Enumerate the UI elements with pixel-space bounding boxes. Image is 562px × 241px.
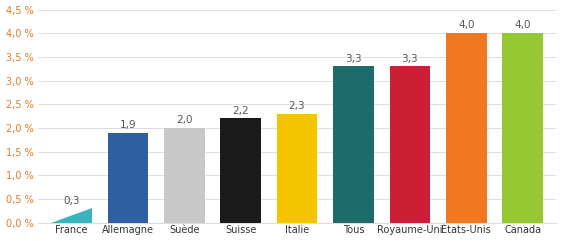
Text: 3,3: 3,3 bbox=[345, 54, 362, 64]
Text: 2,2: 2,2 bbox=[232, 106, 249, 116]
Text: 4,0: 4,0 bbox=[458, 20, 474, 30]
Bar bbox=[446, 33, 487, 223]
Text: 2,0: 2,0 bbox=[176, 115, 192, 125]
Text: 1,9: 1,9 bbox=[120, 120, 136, 130]
Bar bbox=[277, 114, 318, 223]
Bar bbox=[107, 133, 148, 223]
Bar bbox=[333, 66, 374, 223]
Bar bbox=[164, 128, 205, 223]
Polygon shape bbox=[51, 208, 92, 223]
Bar bbox=[220, 119, 261, 223]
Text: 2,3: 2,3 bbox=[289, 101, 305, 111]
Bar bbox=[389, 66, 430, 223]
Bar bbox=[502, 33, 543, 223]
Text: 0,3: 0,3 bbox=[63, 196, 80, 206]
Text: 4,0: 4,0 bbox=[514, 20, 531, 30]
Text: 3,3: 3,3 bbox=[401, 54, 418, 64]
